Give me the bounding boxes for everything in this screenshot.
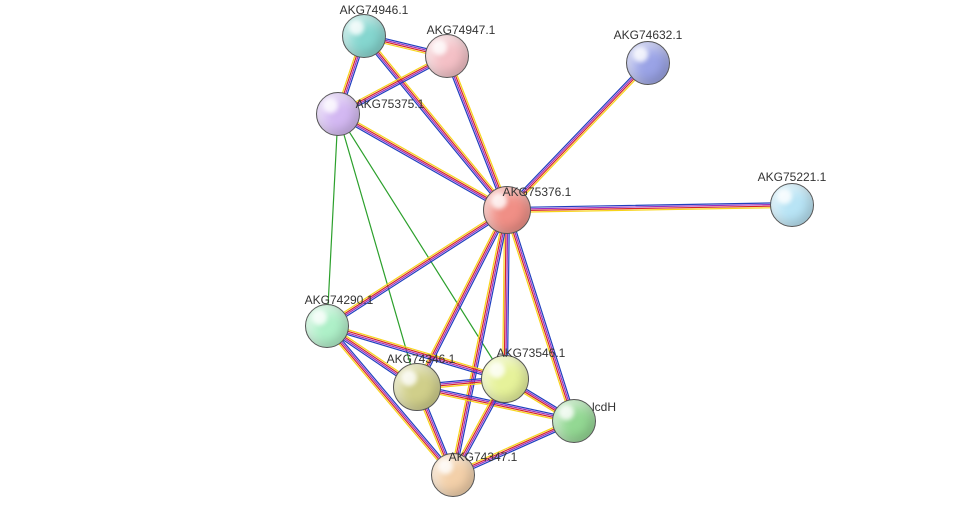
edge-strand: [505, 61, 646, 208]
edge-green: [327, 114, 338, 326]
edge-strand: [509, 65, 650, 212]
node-highlight: [491, 193, 507, 209]
node-AKG74947[interactable]: [425, 34, 469, 78]
node-highlight: [312, 310, 327, 325]
edge-strand: [327, 209, 507, 325]
edge-strand: [326, 208, 506, 324]
edge-layer: [0, 0, 975, 511]
node-AKG75375[interactable]: [316, 92, 360, 136]
node-highlight: [438, 459, 453, 474]
edge-strand: [338, 113, 507, 209]
edge-strand: [455, 210, 509, 475]
node-AKG75221[interactable]: [770, 183, 814, 227]
edge-strand: [338, 115, 507, 211]
edge-strand: [328, 212, 508, 328]
node-highlight: [633, 47, 648, 62]
edge-strand: [339, 112, 508, 208]
edge-strand: [508, 64, 649, 211]
edge-strand: [454, 210, 508, 475]
edge-strand: [452, 210, 506, 475]
node-highlight: [432, 40, 447, 55]
node-highlight: [559, 405, 574, 420]
node-highlight: [401, 370, 417, 386]
node-highlight: [323, 98, 338, 113]
network-canvas: AKG75376.1AKG74632.1AKG75221.1AKG74947.1…: [0, 0, 975, 511]
node-AKG74290[interactable]: [305, 304, 349, 348]
node-AKG74632[interactable]: [626, 41, 670, 85]
node-highlight: [489, 362, 505, 378]
edge-strand: [506, 62, 647, 209]
node-AKG74946[interactable]: [342, 14, 386, 58]
node-highlight: [777, 189, 792, 204]
node-lcdH[interactable]: [552, 399, 596, 443]
node-AKG74346[interactable]: [393, 363, 441, 411]
node-highlight: [349, 20, 364, 35]
node-AKG74347[interactable]: [431, 453, 475, 497]
node-AKG73546[interactable]: [481, 355, 529, 403]
node-AKG75376[interactable]: [483, 186, 531, 234]
